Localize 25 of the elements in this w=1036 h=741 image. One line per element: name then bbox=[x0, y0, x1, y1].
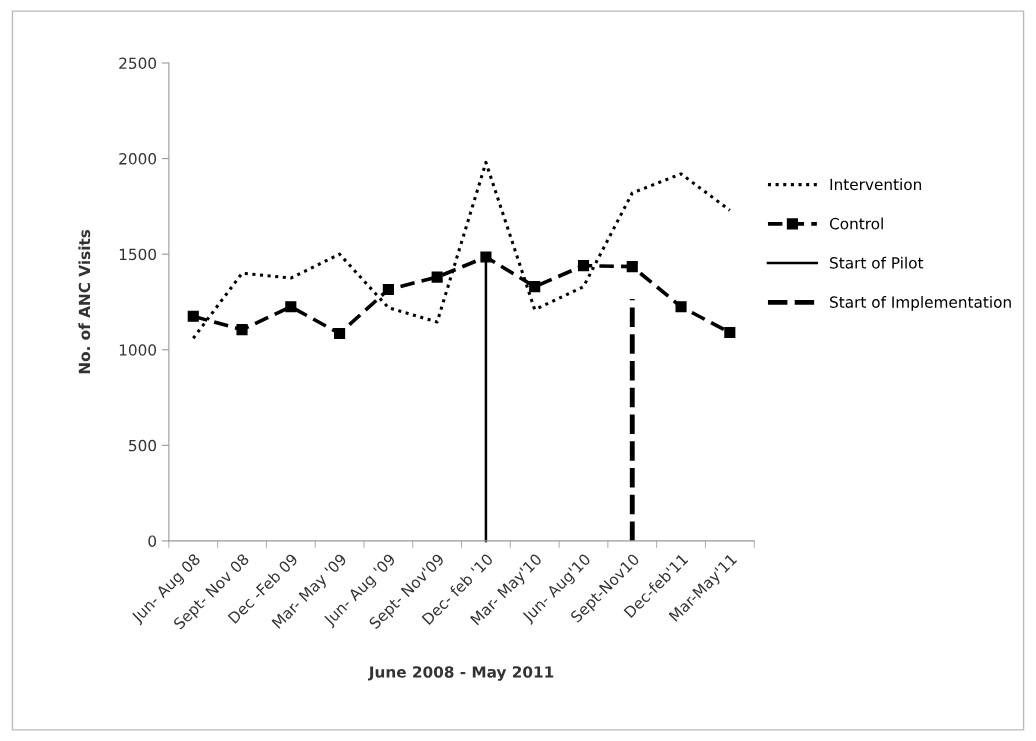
y-tick-label: 2500 bbox=[119, 57, 157, 70]
point bbox=[334, 327, 346, 340]
y-tick-label: 1000 bbox=[119, 344, 157, 356]
x-axis-title: June 2008 - May 2011 bbox=[367, 666, 554, 681]
point bbox=[236, 324, 248, 336]
y-tick-label: 1500 bbox=[119, 248, 157, 261]
y-tick-label: 0 bbox=[148, 535, 157, 547]
point bbox=[626, 261, 638, 273]
point bbox=[480, 251, 492, 263]
point bbox=[529, 281, 541, 293]
y-tick-label: 500 bbox=[129, 439, 157, 452]
legend-label: Control bbox=[829, 217, 883, 230]
point bbox=[724, 326, 736, 339]
point bbox=[675, 301, 687, 313]
line-series bbox=[191, 160, 732, 340]
legend-label: Start of Pilot bbox=[830, 256, 924, 269]
point bbox=[187, 310, 199, 322]
y-tick-label: 2000 bbox=[119, 153, 157, 165]
point bbox=[431, 271, 443, 283]
point bbox=[577, 260, 590, 272]
point bbox=[285, 301, 297, 313]
point bbox=[382, 283, 394, 296]
legend-label: Start of Implementation bbox=[830, 296, 1011, 311]
y-axis-title: No. of ANC Visits bbox=[78, 229, 91, 374]
legend-label: Intervention bbox=[830, 178, 922, 191]
